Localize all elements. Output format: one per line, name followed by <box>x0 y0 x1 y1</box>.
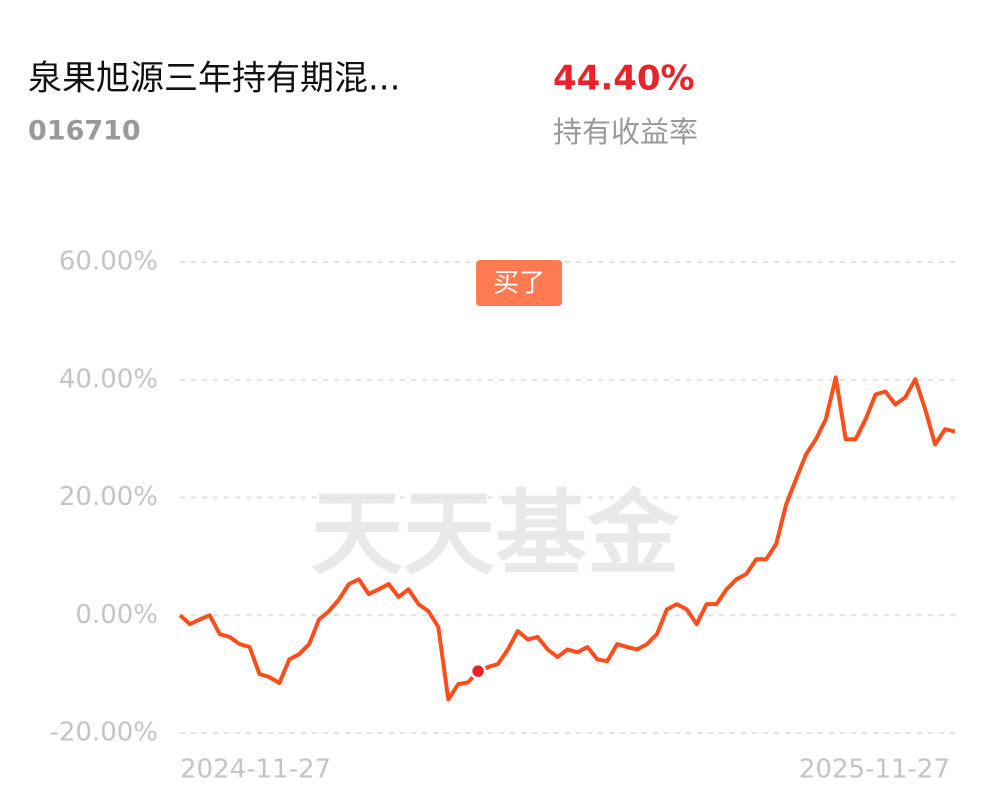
fund-title: 泉果旭源三年持有期混... <box>28 59 400 99</box>
y-tick-label: 0.00% <box>75 600 158 630</box>
buy-point <box>469 662 487 680</box>
return-value: 44.40% <box>553 59 695 99</box>
buy-tag <box>476 260 563 306</box>
x-tick-label: 2025-11-27 <box>799 755 950 785</box>
line <box>178 375 956 702</box>
y-tick-label: 20.00% <box>59 482 158 512</box>
watermark: 天天基金 <box>311 480 680 587</box>
plot: -20.00% 0.00% 20.00% 40.00% 60.00% 2024-11-27… <box>49 247 956 785</box>
y-tick-label: 60.00% <box>59 247 158 277</box>
buy-label: 买了 <box>493 269 545 299</box>
y-tick-label: -20.00% <box>49 718 158 748</box>
return-label: 持有收益率 <box>553 115 698 149</box>
x-tick-label: 2024-11-27 <box>180 755 331 785</box>
fund-code: 016710 <box>28 116 141 147</box>
y-tick-label: 40.00% <box>59 364 158 394</box>
